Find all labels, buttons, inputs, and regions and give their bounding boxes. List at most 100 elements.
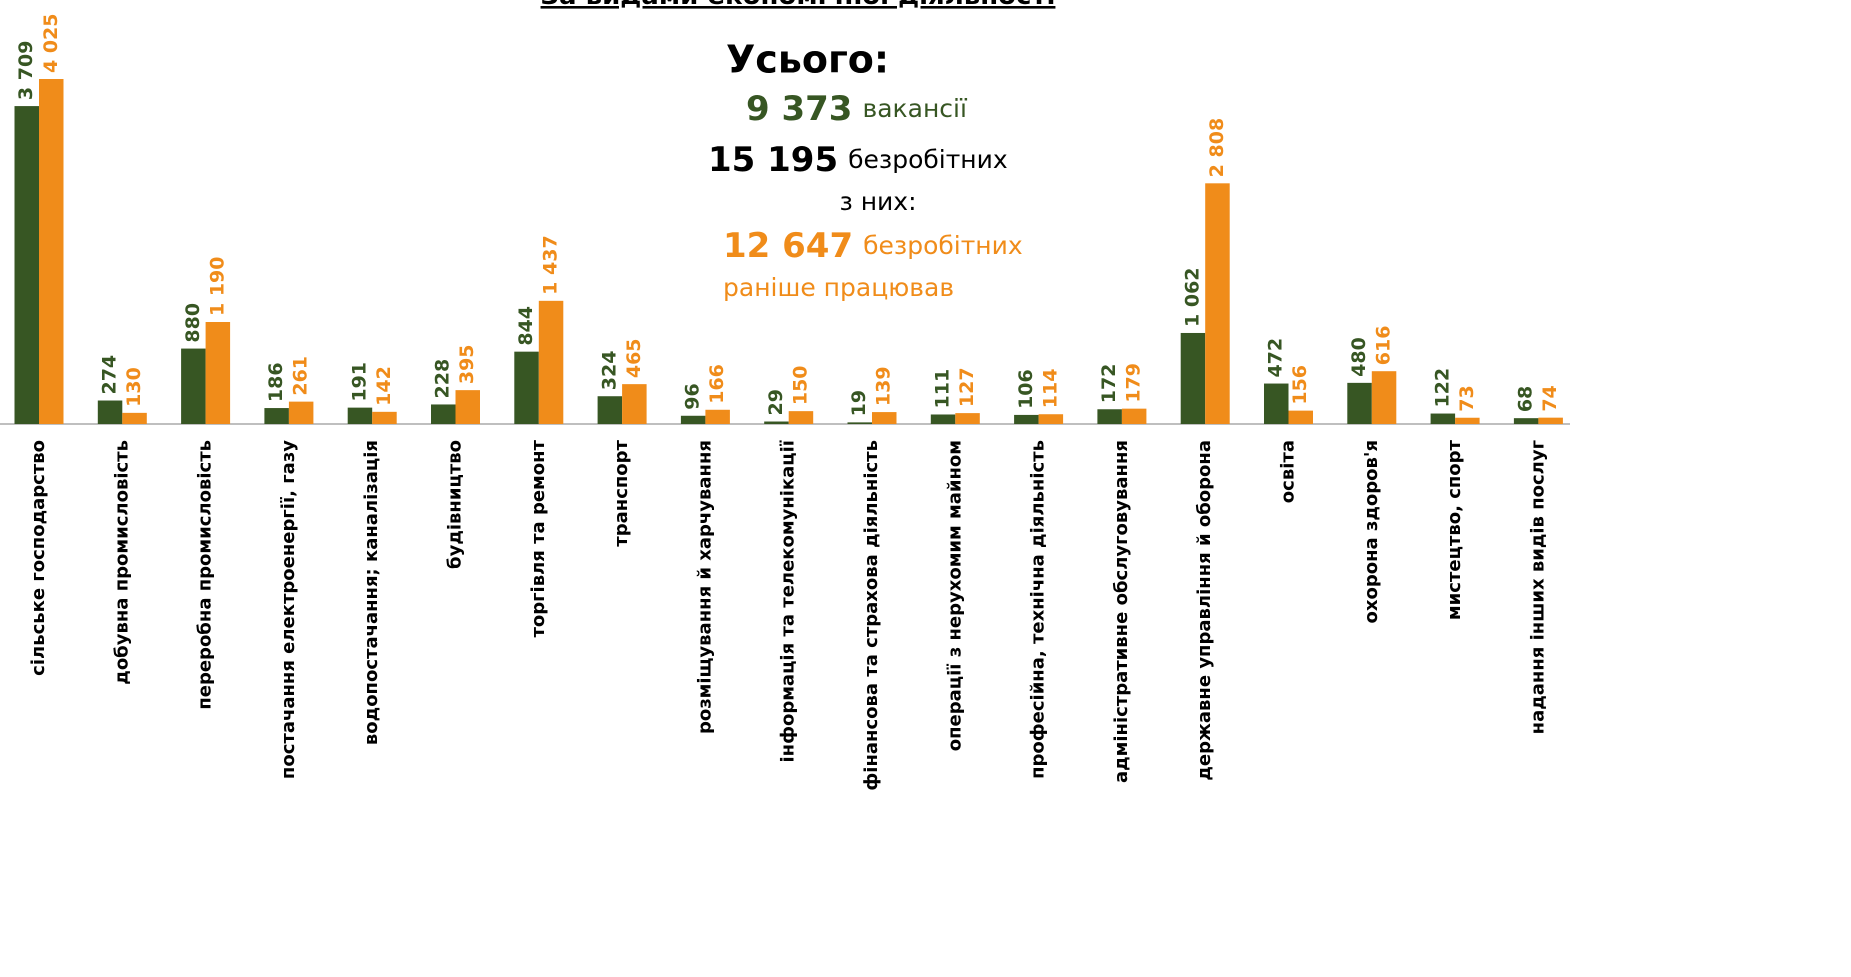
value-label: 139: [873, 366, 895, 406]
value-label: 616: [1373, 326, 1395, 366]
bar: [872, 412, 897, 424]
bar: [455, 390, 480, 424]
bar: [597, 396, 623, 424]
bar: [680, 415, 706, 424]
bar: [514, 351, 539, 424]
bar: [1430, 413, 1456, 424]
value-label: 111: [932, 369, 954, 409]
annotation-text: безробітних: [863, 231, 1023, 260]
value-label: 166: [706, 364, 728, 404]
x-tick-label: операції з нерухомим майном: [944, 440, 965, 751]
bar: [39, 79, 64, 424]
bar: [97, 400, 123, 424]
x-tick-label: державне управління й оборона: [1194, 440, 1215, 781]
bar: [14, 106, 39, 424]
bar: [1538, 417, 1563, 424]
value-label: 1 062: [1181, 267, 1203, 327]
value-label: 142: [373, 366, 395, 406]
value-label: 179: [1123, 363, 1145, 403]
bar: [538, 300, 564, 424]
bar: [622, 384, 647, 424]
value-label: 480: [1348, 337, 1370, 377]
value-label: 29: [765, 389, 787, 415]
value-label: 274: [99, 355, 121, 395]
bar: [1513, 418, 1539, 424]
x-tick-label: транспорт: [611, 439, 632, 546]
x-tick-label: постачання електроенергії, газу: [278, 440, 299, 779]
bar: [1038, 414, 1064, 424]
value-label: 19: [848, 390, 870, 416]
x-tick-label: добувна промисловість: [111, 440, 132, 685]
bar: [1097, 409, 1122, 424]
value-label: 172: [1098, 364, 1120, 404]
annotation-unemployed: 15 195 безробітних: [708, 140, 1008, 180]
annotation-of-them: з них:: [839, 187, 916, 216]
bar: [1205, 183, 1230, 424]
value-label: 186: [265, 362, 287, 402]
bar: [431, 404, 456, 424]
value-label: 1 437: [540, 235, 562, 295]
value-label: 1 190: [206, 257, 228, 317]
bar: [1180, 332, 1206, 424]
x-tick-label: професійна, технічна діяльність: [1028, 440, 1049, 779]
x-tick-label: будівництво: [445, 440, 466, 569]
x-tick-label: сільське господарство: [28, 440, 49, 676]
value-label: 228: [432, 359, 454, 399]
bar: [764, 421, 789, 424]
bar: [788, 411, 814, 424]
bar: [205, 322, 231, 424]
value-label: 844: [515, 306, 537, 346]
bar: [1264, 383, 1289, 424]
bar: [1371, 371, 1397, 424]
bar: [372, 411, 397, 424]
bar: [1288, 410, 1313, 424]
value-label: 74: [1539, 385, 1561, 411]
annotation-number: 15 195: [708, 140, 838, 180]
value-label: 106: [1015, 369, 1037, 409]
bar: [1455, 417, 1480, 424]
annotation-vacancies: 9 373 вакансії: [746, 89, 968, 129]
bar: [288, 401, 314, 424]
bar: [1014, 414, 1039, 424]
value-label: 880: [182, 303, 204, 343]
bar: [705, 409, 730, 424]
x-tick-label: фінансова та страхова діяльність: [861, 440, 882, 791]
value-label: 156: [1289, 365, 1311, 405]
value-label: 261: [290, 356, 312, 396]
value-label: 96: [682, 383, 704, 409]
x-tick-label: розміщування й харчування: [694, 440, 715, 734]
bar: [181, 348, 206, 424]
annotation-text: безробітних: [848, 145, 1008, 174]
x-tick-label: охорона здоров'я: [1361, 440, 1382, 624]
bar: [955, 413, 980, 424]
annotation-number: 12 647: [723, 226, 853, 266]
value-label: 2 808: [1206, 118, 1228, 178]
value-label: 191: [348, 362, 370, 402]
annotation-text: вакансії: [862, 94, 968, 123]
value-label: 130: [123, 367, 145, 407]
value-label: 73: [1456, 385, 1478, 411]
bar: [1121, 408, 1147, 424]
bar: [847, 422, 872, 424]
value-label: 324: [598, 351, 620, 391]
annotation-number: 9 373: [746, 89, 852, 129]
chart-title: За видами економічної діяльності: [541, 0, 1056, 11]
bar: [1347, 382, 1372, 424]
annotation-note: раніше працював: [723, 273, 954, 302]
bar: [347, 407, 373, 424]
value-label: 395: [456, 344, 478, 384]
x-tick-label: інформація та телекомунікації: [778, 440, 799, 762]
x-tick-label: адміністративне обслуговування: [1111, 440, 1132, 783]
value-label: 4 025: [40, 14, 62, 74]
x-tick-label: переробна промисловість: [195, 440, 216, 710]
annotation-heading: Усього:: [726, 38, 889, 82]
value-label: 114: [1039, 369, 1061, 409]
value-label: 127: [956, 367, 978, 407]
value-label: 150: [789, 365, 811, 405]
x-tick-label: освіта: [1278, 440, 1299, 503]
x-tick-label: мистецтво, спорт: [1444, 439, 1465, 620]
value-label: 68: [1515, 386, 1537, 412]
x-tick-label: надання інших видів послуг: [1527, 440, 1548, 734]
bar: [264, 408, 289, 424]
